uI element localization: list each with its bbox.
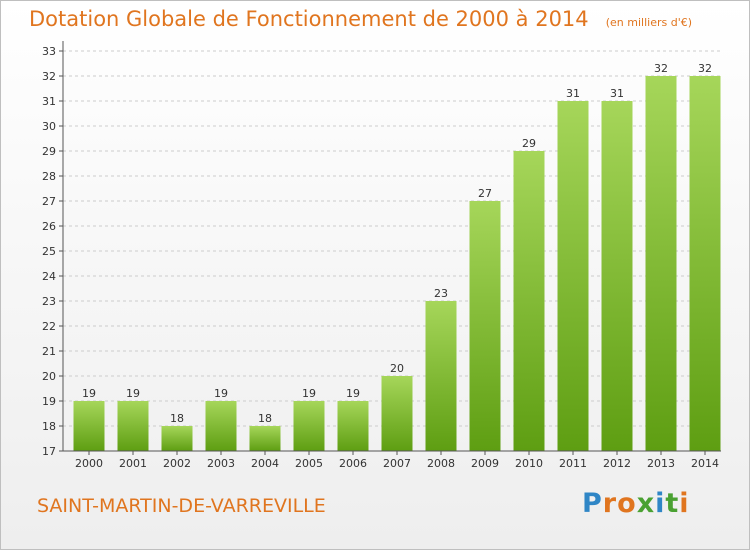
bar-2004 — [249, 426, 281, 451]
bar-2000 — [73, 401, 105, 451]
data-label-2000: 19 — [82, 387, 96, 400]
x-tick-label-2011: 2011 — [559, 457, 587, 470]
bar-2007 — [381, 376, 413, 451]
data-label-2010: 29 — [522, 137, 536, 150]
y-tick-label: 29 — [42, 145, 56, 158]
y-tick-label: 32 — [42, 70, 56, 83]
y-tick-label: 27 — [42, 195, 56, 208]
proxiti-logo: Proxiti — [582, 488, 690, 519]
x-tick-label-2014: 2014 — [691, 457, 719, 470]
y-tick-label: 25 — [42, 245, 56, 258]
x-tick-label-2008: 2008 — [427, 457, 455, 470]
y-tick-label: 33 — [42, 45, 56, 58]
y-tick-label: 24 — [42, 270, 56, 283]
x-tick-label-2002: 2002 — [163, 457, 191, 470]
bar-2011 — [557, 101, 589, 451]
bar-2008 — [425, 301, 457, 451]
y-tick-label: 31 — [42, 95, 56, 108]
data-label-2002: 18 — [170, 412, 184, 425]
chart-title-block: Dotation Globale de Fonctionnement de 20… — [29, 7, 692, 31]
chart-subtitle: (en milliers d'€) — [605, 16, 693, 29]
data-label-2007: 20 — [390, 362, 404, 375]
logo-letter: o — [617, 488, 637, 519]
data-label-2011: 31 — [566, 87, 580, 100]
data-label-2013: 32 — [654, 62, 668, 75]
logo-letter: i — [679, 488, 690, 519]
bar-2010 — [513, 151, 545, 451]
x-tick-label-2003: 2003 — [207, 457, 235, 470]
data-label-2001: 19 — [126, 387, 140, 400]
bar-2012 — [601, 101, 633, 451]
data-label-2012: 31 — [610, 87, 624, 100]
x-tick-label-2004: 2004 — [251, 457, 279, 470]
bars — [73, 76, 721, 451]
bar-2002 — [161, 426, 193, 451]
x-tick-label-2007: 2007 — [383, 457, 411, 470]
y-tick-label: 28 — [42, 170, 56, 183]
bar-2003 — [205, 401, 237, 451]
bar-2001 — [117, 401, 149, 451]
logo-letter: i — [655, 488, 666, 519]
bar-2005 — [293, 401, 325, 451]
y-tick-label: 21 — [42, 345, 56, 358]
y-tick-label: 19 — [42, 395, 56, 408]
logo-letter: P — [582, 488, 603, 519]
commune-name: SAINT-MARTIN-DE-VARREVILLE — [37, 495, 326, 517]
x-tick-label-2010: 2010 — [515, 457, 543, 470]
data-label-2004: 18 — [258, 412, 272, 425]
data-label-2006: 19 — [346, 387, 360, 400]
y-tick-label: 20 — [42, 370, 56, 383]
x-tick-label-2005: 2005 — [295, 457, 323, 470]
y-tick-label: 30 — [42, 120, 56, 133]
bar-2013 — [645, 76, 677, 451]
logo-letter: t — [665, 488, 680, 519]
bar-2014 — [689, 76, 721, 451]
y-tick-label: 26 — [42, 220, 56, 233]
data-label-2008: 23 — [434, 287, 448, 300]
axes — [59, 41, 721, 455]
bar-2006 — [337, 401, 369, 451]
x-tick-label-2000: 2000 — [75, 457, 103, 470]
x-tick-label-2006: 2006 — [339, 457, 367, 470]
chart-title: Dotation Globale de Fonctionnement de 20… — [29, 7, 589, 31]
x-tick-label-2009: 2009 — [471, 457, 499, 470]
logo-letter: r — [602, 488, 618, 519]
y-tick-label: 18 — [42, 420, 56, 433]
data-label-2014: 32 — [698, 62, 712, 75]
logo-letter: x — [636, 488, 656, 519]
x-tick-label-2013: 2013 — [647, 457, 675, 470]
x-tick-label-2012: 2012 — [603, 457, 631, 470]
y-tick-label: 23 — [42, 295, 56, 308]
labels: 17 18 19 20 21 22 23 24 25 26 27 28 29 30 31 32 33 19 2000… — [42, 45, 719, 470]
data-label-2003: 19 — [214, 387, 228, 400]
x-tick-label-2001: 2001 — [119, 457, 147, 470]
data-label-2005: 19 — [302, 387, 316, 400]
data-label-2009: 27 — [478, 187, 492, 200]
y-tick-label: 22 — [42, 320, 56, 333]
bar-2009 — [469, 201, 501, 451]
y-tick-label: 17 — [42, 445, 56, 458]
